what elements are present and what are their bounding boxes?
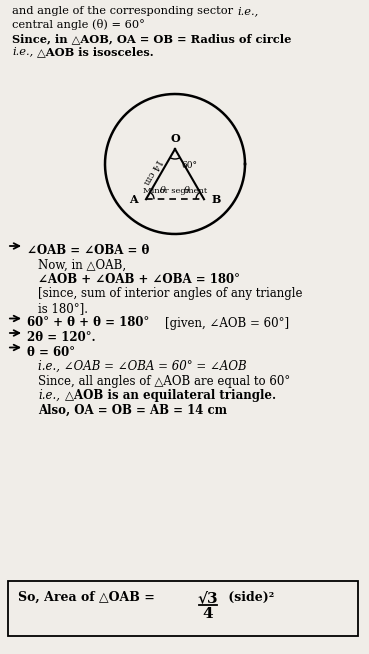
Text: central angle (θ) = 60°: central angle (θ) = 60° xyxy=(12,20,145,31)
Text: ∠OAB = ∠OBA = θ: ∠OAB = ∠OBA = θ xyxy=(27,244,149,257)
Text: θ = 60°: θ = 60° xyxy=(27,345,75,358)
Text: A: A xyxy=(130,194,138,205)
Text: Since, in △AOB, OA = OB = Radius of circle: Since, in △AOB, OA = OB = Radius of circ… xyxy=(12,33,292,44)
Text: 60° + θ + θ = 180°: 60° + θ + θ = 180° xyxy=(27,317,149,330)
Text: Now, in △OAB,: Now, in △OAB, xyxy=(38,258,126,271)
Text: i.e.,: i.e., xyxy=(38,389,60,402)
Text: Since, all angles of △AOB are equal to 60°: Since, all angles of △AOB are equal to 6… xyxy=(38,375,290,388)
Text: ∠AOB + ∠OAB + ∠OBA = 180°: ∠AOB + ∠OAB + ∠OBA = 180° xyxy=(38,273,240,286)
Text: △AOB is isosceles.: △AOB is isosceles. xyxy=(37,46,154,58)
Text: i.e., ∠OAB = ∠OBA = 60° = ∠AOB: i.e., ∠OAB = ∠OBA = 60° = ∠AOB xyxy=(38,360,246,373)
Text: Also, OA = OB = AB = 14 cm: Also, OA = OB = AB = 14 cm xyxy=(38,404,227,417)
Text: √3: √3 xyxy=(198,591,218,605)
Text: △AOB is an equilateral triangle.: △AOB is an equilateral triangle. xyxy=(65,389,276,402)
Text: 60°: 60° xyxy=(181,161,197,170)
Text: 4: 4 xyxy=(203,607,213,621)
Text: So, Area of △OAB =: So, Area of △OAB = xyxy=(18,591,159,604)
Text: 14 cm: 14 cm xyxy=(142,157,163,186)
Text: [given, ∠AOB = 60°]: [given, ∠AOB = 60°] xyxy=(165,317,289,330)
Text: [since, sum of interior angles of any triangle: [since, sum of interior angles of any tr… xyxy=(38,288,303,300)
Text: 2θ = 120°.: 2θ = 120°. xyxy=(27,331,96,344)
Text: and angle of the corresponding sector: and angle of the corresponding sector xyxy=(12,6,237,16)
Text: i.e.,: i.e., xyxy=(237,6,258,16)
Text: O: O xyxy=(170,133,180,144)
Text: i.e.,: i.e., xyxy=(12,46,33,56)
Text: B: B xyxy=(212,194,221,205)
Text: θ: θ xyxy=(160,186,166,196)
Text: (side)²: (side)² xyxy=(224,591,274,604)
FancyBboxPatch shape xyxy=(8,581,358,636)
Text: is 180°].: is 180°]. xyxy=(38,302,88,315)
Text: Minor segment: Minor segment xyxy=(143,187,207,196)
Text: θ: θ xyxy=(184,186,190,196)
